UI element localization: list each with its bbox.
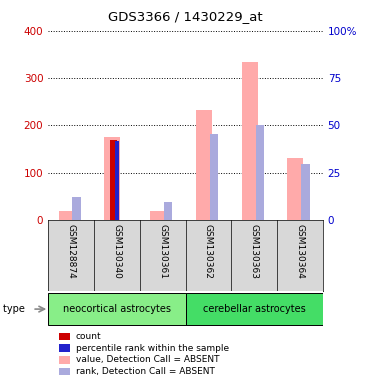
Bar (186, 293, 323, 325)
Text: GSM130361: GSM130361 (158, 224, 167, 279)
Bar (210, 134, 218, 220)
Bar (48, 293, 186, 325)
Bar (256, 124, 264, 220)
Text: GSM130364: GSM130364 (295, 224, 304, 279)
Text: neocortical astrocytes: neocortical astrocytes (63, 304, 171, 314)
Bar (115, 141, 119, 220)
Bar (196, 110, 212, 220)
Bar (301, 164, 309, 220)
Text: value, Detection Call = ABSENT: value, Detection Call = ABSENT (76, 356, 219, 364)
Bar (110, 140, 116, 220)
Bar (72, 197, 81, 220)
Text: count: count (76, 332, 101, 341)
Bar (150, 211, 166, 220)
Bar (287, 158, 303, 220)
Text: GSM130362: GSM130362 (204, 224, 213, 279)
Text: rank, Detection Call = ABSENT: rank, Detection Call = ABSENT (76, 367, 214, 376)
Text: GSM130363: GSM130363 (250, 224, 259, 279)
Bar (104, 137, 120, 220)
Text: GDS3366 / 1430229_at: GDS3366 / 1430229_at (108, 10, 263, 23)
Text: GSM128874: GSM128874 (67, 224, 76, 278)
Text: percentile rank within the sample: percentile rank within the sample (76, 344, 229, 353)
Bar (59, 333, 70, 340)
Bar (164, 202, 172, 220)
Bar (59, 356, 70, 364)
Bar (59, 368, 70, 376)
Text: cell type: cell type (0, 304, 25, 314)
Text: cerebellar astrocytes: cerebellar astrocytes (203, 304, 305, 314)
Bar (59, 211, 75, 220)
Bar (59, 344, 70, 352)
Bar (242, 61, 257, 220)
Text: GSM130340: GSM130340 (112, 224, 121, 279)
